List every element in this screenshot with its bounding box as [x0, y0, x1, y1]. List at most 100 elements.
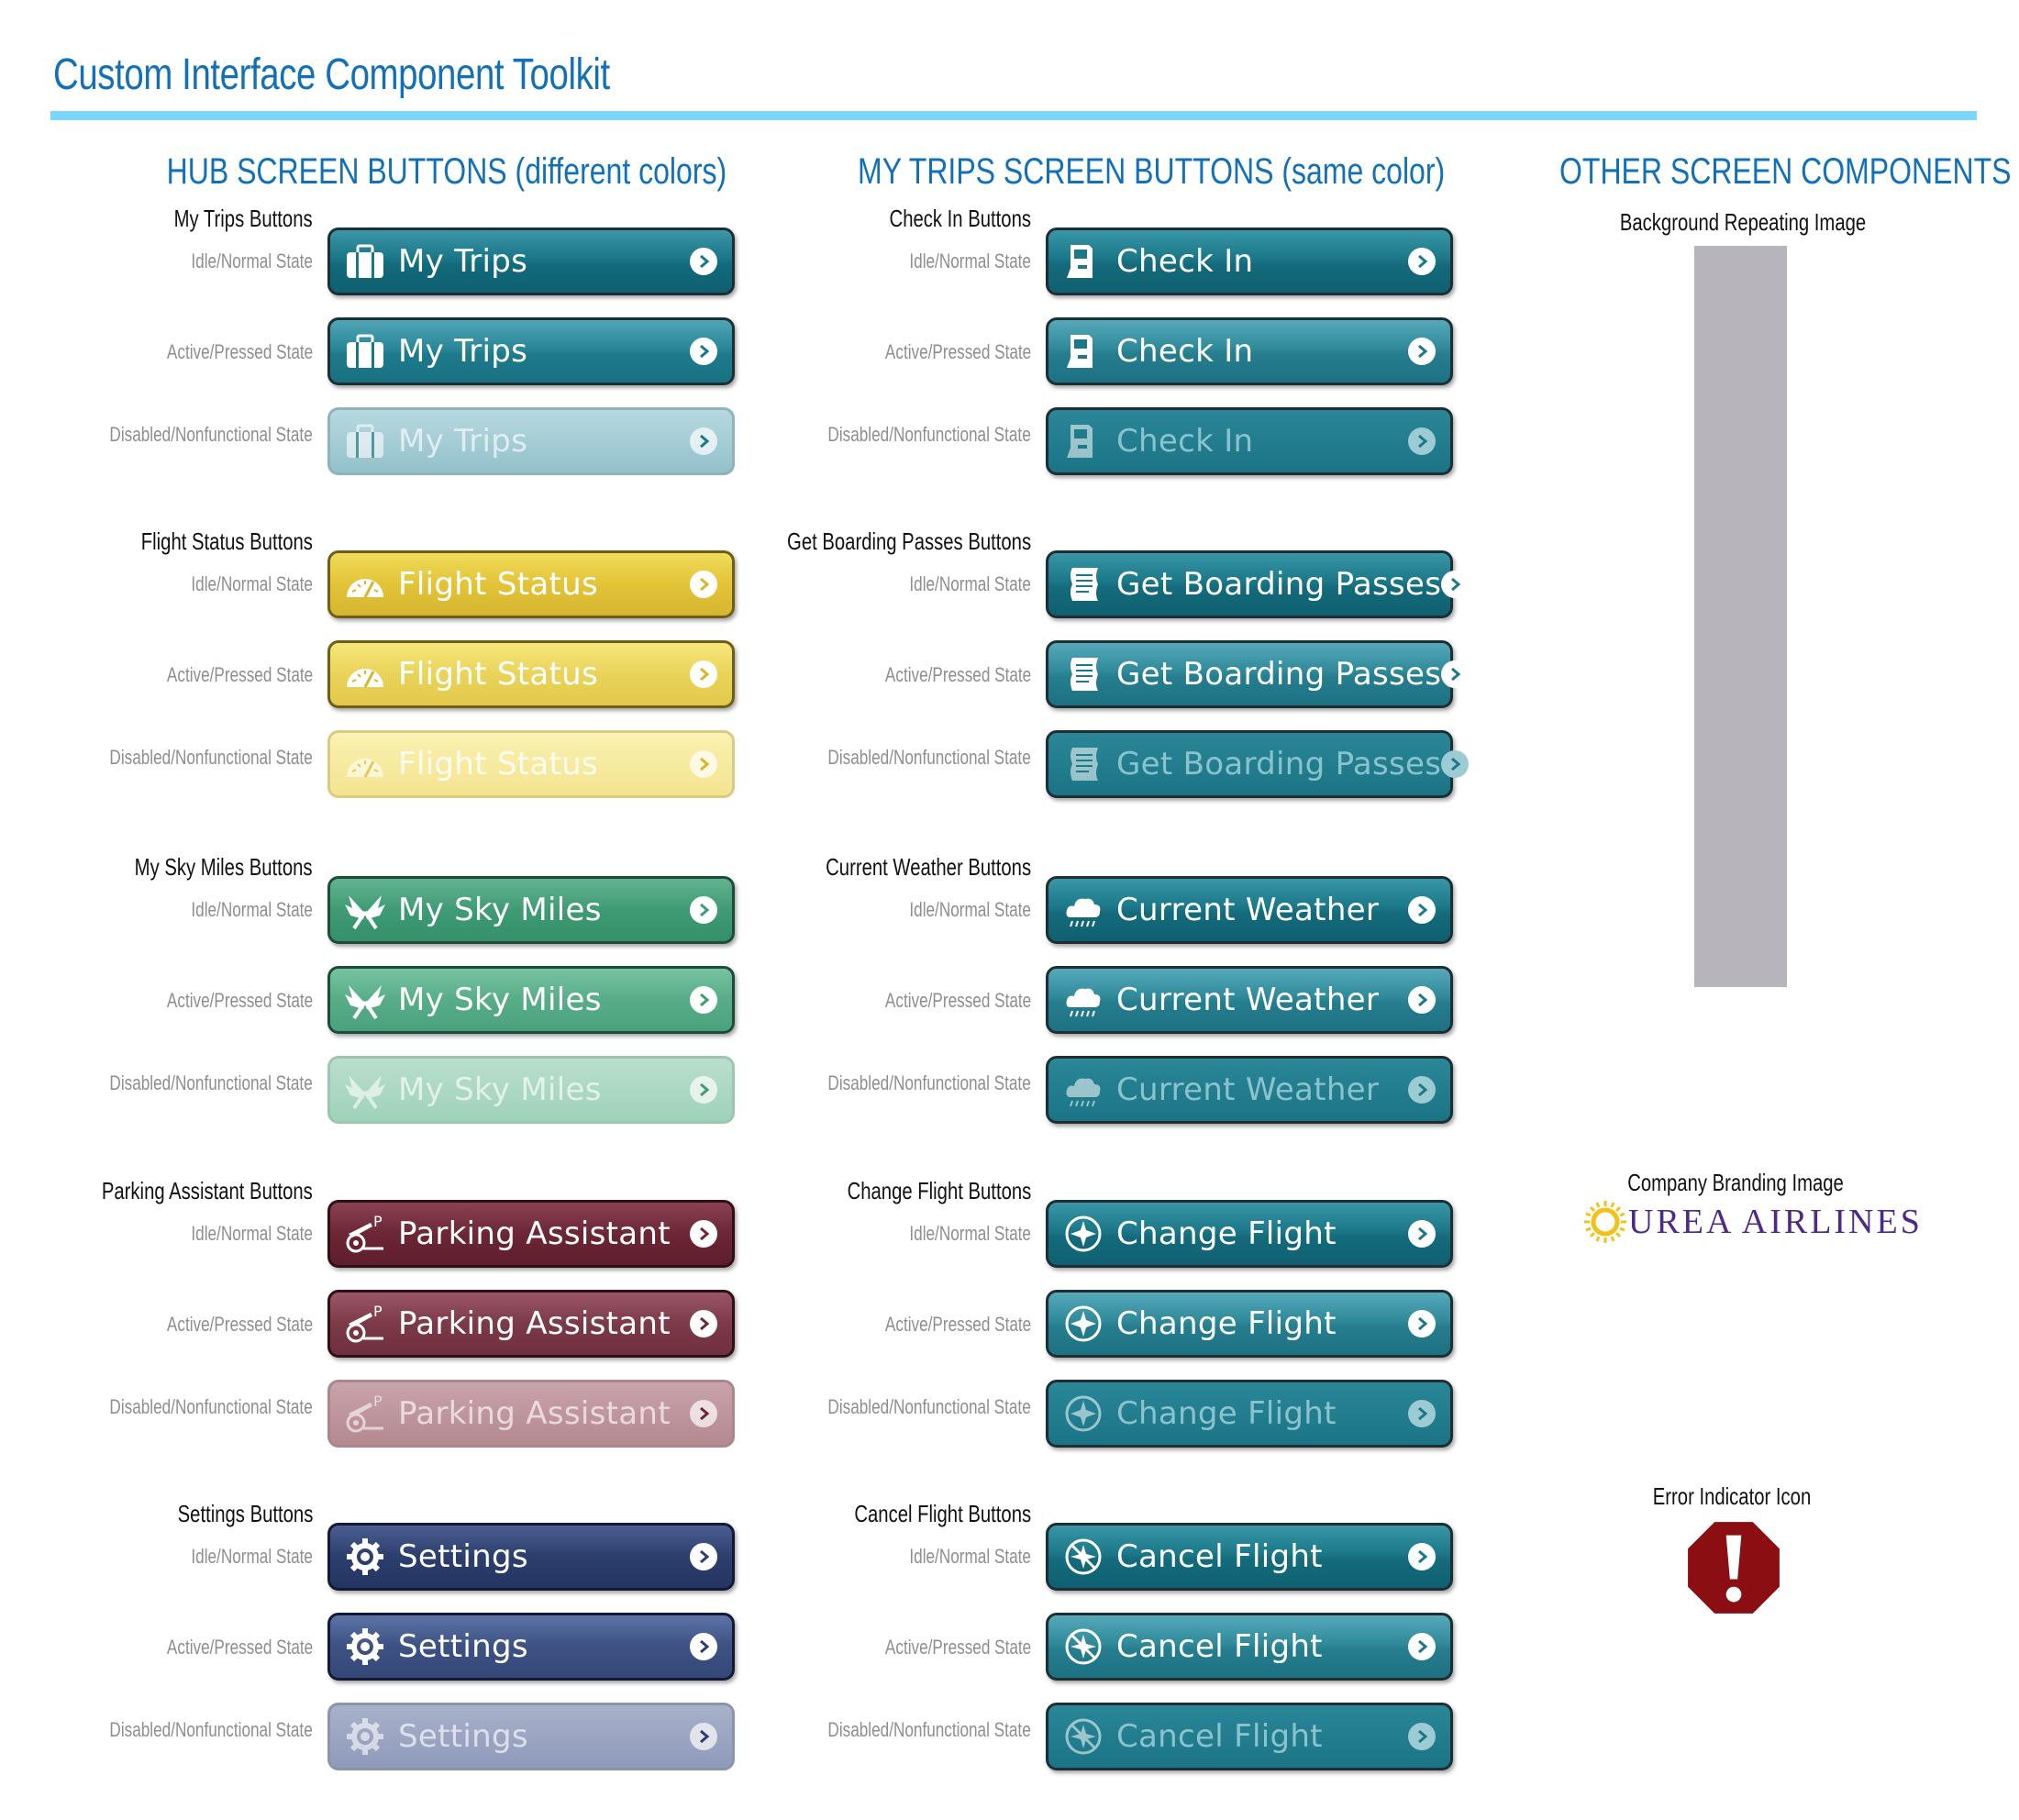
button-label: Parking Assistant: [398, 1395, 671, 1432]
chevron-right-icon: [1408, 1723, 1436, 1750]
hub-my-sky-miles-button-idle[interactable]: My Sky Miles: [327, 876, 735, 944]
briefcase-icon: [341, 241, 389, 282]
trips-group-title: Check In Buttons: [889, 205, 1031, 232]
button-label: My Trips: [398, 333, 528, 370]
state-label-idle: Idle/Normal State: [191, 898, 313, 921]
kiosk-icon: [1059, 331, 1107, 372]
parking-cart-icon: P: [341, 1214, 389, 1254]
trips-change-flight-button-disabled[interactable]: Change Flight: [1046, 1380, 1453, 1448]
kiosk-icon: [1059, 421, 1107, 461]
state-label-disabled: Disabled/Nonfunctional State: [109, 1718, 313, 1741]
trips-check-in-button-disabled[interactable]: Check In: [1046, 407, 1453, 475]
chevron-right-icon: [1408, 1400, 1436, 1427]
state-label-disabled: Disabled/Nonfunctional State: [109, 746, 313, 769]
plane-cancel-icon: [1059, 1626, 1107, 1667]
button-label: Settings: [398, 1628, 528, 1665]
hub-my-sky-miles-button-active[interactable]: My Sky Miles: [327, 966, 735, 1034]
chevron-right-icon: [1408, 896, 1436, 924]
chevron-right-icon: [1441, 571, 1470, 598]
state-label-active: Active/Pressed State: [884, 340, 1031, 363]
button-label: Current Weather: [1116, 1071, 1380, 1108]
chevron-right-icon: [1441, 750, 1470, 778]
trips-current-weather-button-disabled[interactable]: Current Weather: [1046, 1056, 1453, 1124]
trips-change-flight-button-active[interactable]: Change Flight: [1046, 1290, 1453, 1358]
button-label: Get Boarding Passes: [1116, 656, 1442, 693]
title-divider: [50, 111, 1977, 120]
hub-parking-assistant-button-disabled[interactable]: P Parking Assistant: [327, 1380, 735, 1448]
chevron-right-icon: [690, 248, 717, 275]
button-label: My Trips: [398, 423, 528, 460]
hub-my-sky-miles-button-disabled[interactable]: My Sky Miles: [327, 1056, 735, 1124]
trips-cancel-flight-button-disabled[interactable]: Cancel Flight: [1046, 1703, 1453, 1770]
button-label: Flight Status: [398, 566, 598, 603]
trips-current-weather-button-idle[interactable]: Current Weather: [1046, 876, 1453, 944]
button-label: Settings: [398, 1538, 528, 1575]
trips-change-flight-button-idle[interactable]: Change Flight: [1046, 1200, 1453, 1268]
chevron-right-icon: [690, 1310, 717, 1337]
chevron-right-icon: [1408, 1633, 1436, 1660]
hub-flight-status-button-disabled[interactable]: Flight Status: [327, 730, 735, 798]
chevron-right-icon: [1408, 986, 1436, 1014]
state-label-active: Active/Pressed State: [166, 663, 313, 686]
state-label-active: Active/Pressed State: [166, 340, 313, 363]
brand-name-text: UREA AIRLINES: [1628, 1203, 1923, 1241]
scroll-icon: [1059, 564, 1107, 605]
hub-parking-assistant-button-idle[interactable]: P Parking Assistant: [327, 1200, 735, 1268]
state-label-disabled: Disabled/Nonfunctional State: [827, 1071, 1031, 1094]
hub-settings-button-active[interactable]: Settings: [327, 1613, 735, 1681]
state-label-active: Active/Pressed State: [884, 1313, 1031, 1336]
hub-group-title: Flight Status Buttons: [140, 527, 313, 555]
hub-my-trips-button-active[interactable]: My Trips: [327, 317, 735, 385]
background-repeating-image: [1694, 246, 1787, 987]
wings-icon: [341, 890, 389, 930]
trips-cancel-flight-button-active[interactable]: Cancel Flight: [1046, 1613, 1453, 1681]
trips-group-title: Current Weather Buttons: [826, 853, 1031, 881]
chevron-right-icon: [1408, 248, 1436, 275]
hub-settings-button-disabled[interactable]: Settings: [327, 1703, 735, 1770]
chevron-right-icon: [690, 896, 717, 924]
svg-text:P: P: [373, 1393, 383, 1410]
briefcase-icon: [341, 331, 389, 372]
hub-flight-status-button-idle[interactable]: Flight Status: [327, 550, 735, 618]
state-label-disabled: Disabled/Nonfunctional State: [109, 423, 313, 446]
chevron-right-icon: [690, 750, 717, 778]
gauge-icon: [341, 564, 389, 605]
state-label-active: Active/Pressed State: [884, 989, 1031, 1012]
chevron-right-icon: [690, 986, 717, 1014]
trips-current-weather-button-active[interactable]: Current Weather: [1046, 966, 1453, 1034]
state-label-idle: Idle/Normal State: [191, 572, 313, 595]
hub-my-trips-button-disabled[interactable]: My Trips: [327, 407, 735, 475]
error-icon-label: Error Indicator Icon: [1652, 1482, 1812, 1510]
hub-my-trips-button-idle[interactable]: My Trips: [327, 228, 735, 295]
hub-settings-button-idle[interactable]: Settings: [327, 1523, 735, 1591]
state-label-idle: Idle/Normal State: [191, 250, 313, 272]
state-label-active: Active/Pressed State: [884, 663, 1031, 686]
trips-group-title: Get Boarding Passes Buttons: [786, 527, 1031, 555]
svg-text:P: P: [373, 1214, 383, 1230]
chevron-right-icon: [690, 1723, 717, 1750]
trips-get-boarding-passes-button-idle[interactable]: Get Boarding Passes: [1046, 550, 1470, 618]
trips-get-boarding-passes-button-disabled[interactable]: Get Boarding Passes: [1046, 730, 1470, 798]
plane-cancel-icon: [1059, 1537, 1107, 1577]
trips-cancel-flight-button-idle[interactable]: Cancel Flight: [1046, 1523, 1453, 1591]
button-label: Flight Status: [398, 656, 598, 693]
trips-check-in-button-active[interactable]: Check In: [1046, 317, 1453, 385]
trips-get-boarding-passes-button-active[interactable]: Get Boarding Passes: [1046, 640, 1470, 708]
chevron-right-icon: [690, 1543, 717, 1570]
button-label: Parking Assistant: [398, 1305, 671, 1342]
button-label: Check In: [1116, 243, 1254, 280]
company-branding-logo: UREA AIRLINES: [1582, 1199, 1923, 1245]
button-label: My Sky Miles: [398, 892, 602, 928]
state-label-idle: Idle/Normal State: [191, 1545, 313, 1568]
trips-check-in-button-idle[interactable]: Check In: [1046, 228, 1453, 295]
svg-text:P: P: [373, 1304, 383, 1320]
button-label: Change Flight: [1116, 1395, 1337, 1432]
chevron-right-icon: [690, 1633, 717, 1660]
hub-parking-assistant-button-active[interactable]: P Parking Assistant: [327, 1290, 735, 1358]
page-title: Custom Interface Component Toolkit: [53, 50, 610, 99]
hub-flight-status-button-active[interactable]: Flight Status: [327, 640, 735, 708]
hub-group-title: My Sky Miles Buttons: [135, 853, 313, 881]
scroll-icon: [1059, 744, 1107, 784]
gauge-icon: [341, 654, 389, 694]
gear-icon: [341, 1716, 389, 1757]
